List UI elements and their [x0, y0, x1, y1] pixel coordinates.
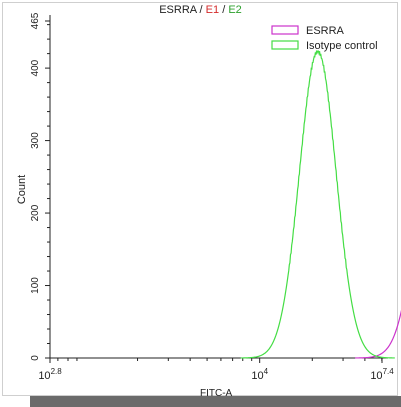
y-tick-label: 465 [30, 12, 41, 29]
y-tick-label: 300 [30, 132, 41, 149]
y-tick-label: 200 [30, 204, 41, 221]
y-tick-label: 0 [30, 355, 41, 361]
chart-frame [2, 2, 398, 396]
title-main: ESRRA [159, 4, 197, 16]
x-tick-label: 107.4 [370, 367, 394, 382]
legend-swatch-1 [271, 40, 299, 50]
footer-scrollbar[interactable] [30, 396, 401, 407]
legend-label-0: ESRRA [306, 25, 345, 37]
y-tick-label: 100 [30, 277, 41, 294]
chart-title: ESRRA / E1 / E2 [0, 4, 401, 16]
title-sep-2: / [219, 4, 229, 16]
x-tick-label: 104 [251, 367, 268, 382]
series-line-0 [355, 309, 401, 359]
x-axis-label: FITC-A [200, 388, 233, 399]
y-axis-label: Count [16, 175, 28, 204]
x-tick-label: 102.8 [38, 367, 62, 382]
legend-swatch-0 [271, 25, 299, 35]
title-sep-1: / [196, 4, 206, 16]
y-tick-label: 400 [30, 59, 41, 76]
title-e2: E2 [228, 4, 242, 16]
title-e1: E1 [205, 4, 220, 16]
series-line-1 [240, 50, 395, 359]
legend-label-1: Isotype control [306, 40, 378, 52]
